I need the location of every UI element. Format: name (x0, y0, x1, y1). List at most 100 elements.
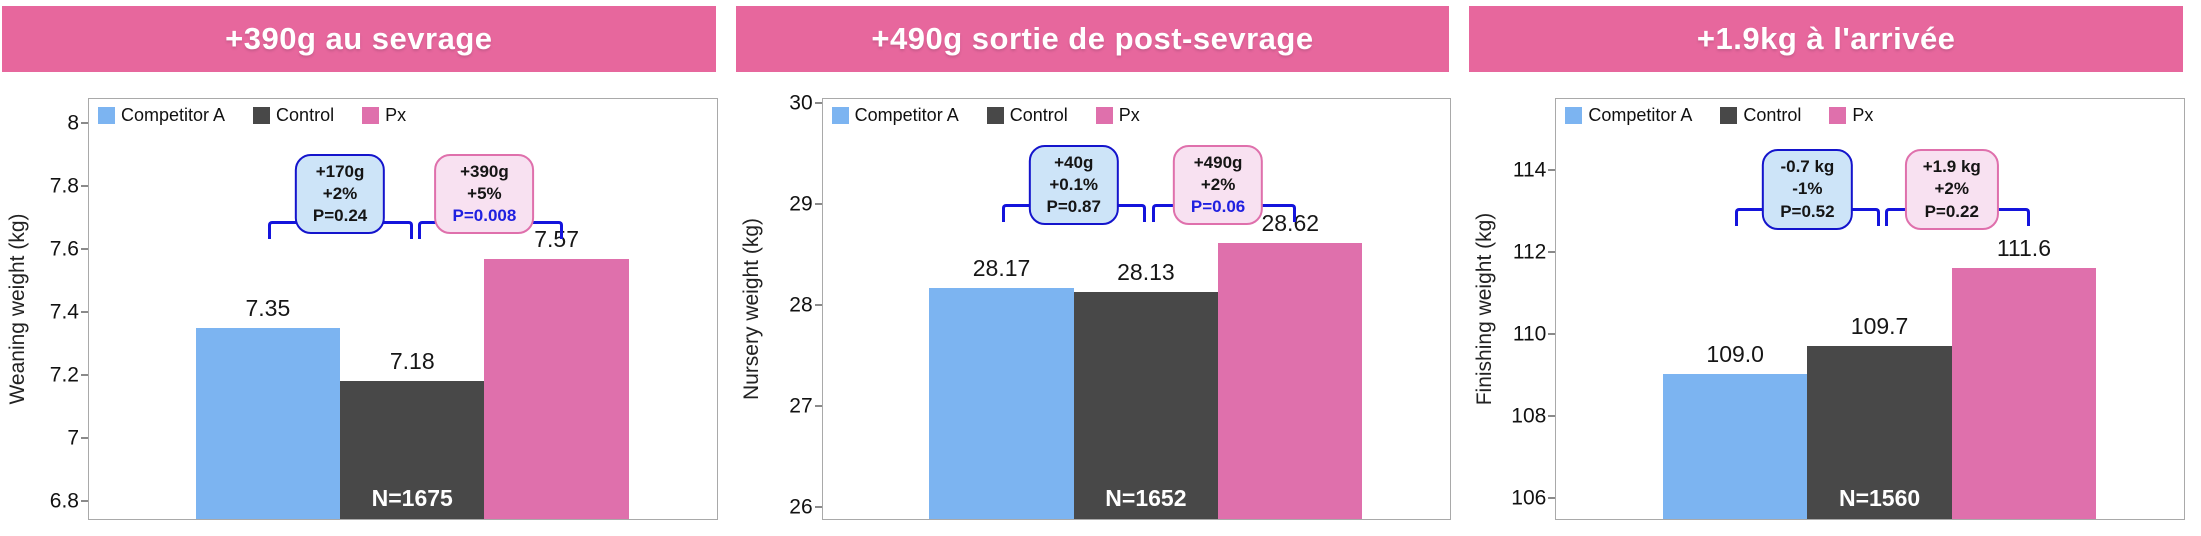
y-tick-mark (81, 122, 88, 125)
chart-panel: +490g sortie de post-sevrage Nursery wei… (734, 0, 1468, 536)
annotation-delta: +40g (1054, 153, 1094, 173)
bar-competitor-a (929, 287, 1074, 519)
legend-swatch (253, 107, 271, 124)
bar-competitor-a (195, 327, 341, 519)
y-tick-label: 7.6 (49, 237, 79, 261)
y-tick-label: 7 (67, 426, 79, 450)
y-tick-label: 27 (789, 394, 813, 418)
sample-size-label: N=1652 (1105, 485, 1187, 511)
bar-control (1807, 345, 1952, 519)
y-tick-label: 114 (1512, 158, 1547, 182)
y-tick-label: 26 (789, 495, 813, 519)
annotation-box-right: +390g +5% P=0.008 (434, 153, 535, 234)
panel-title: +390g au sevrage (225, 21, 493, 56)
y-tick-label: 8 (67, 111, 79, 135)
legend-label: Px (385, 105, 407, 125)
legend-swatch (1565, 107, 1583, 124)
annotation-box-left: -0.7 kg -1% P=0.52 (1762, 149, 1853, 230)
legend-item-px: Px (1095, 105, 1140, 126)
legend-label: Px (1852, 105, 1874, 125)
y-axis: 30 29 28 27 26 (770, 93, 822, 520)
legend-item-px: Px (362, 105, 406, 126)
bar-value-label: 28.62 (1261, 209, 1320, 236)
y-tick-mark (1548, 250, 1556, 253)
y-tick-mark (81, 185, 88, 188)
bar-px (484, 258, 629, 519)
y-axis-title-column: Nursery weight (kg) (734, 98, 770, 520)
bar-value-label: 7.18 (389, 348, 435, 375)
panel-title: +1.9kg à l'arrivée (1696, 21, 1956, 56)
plot-area: Competitor A Control Px +40g +0.1% P=0.87 … (821, 98, 1452, 520)
bar-px (1218, 242, 1363, 519)
y-tick-mark (814, 203, 822, 206)
annotation-box-right: +490g +2% P=0.06 (1172, 145, 1264, 226)
y-tick-mark (814, 404, 822, 407)
bar-value-label: 109.7 (1850, 312, 1909, 339)
annotation-percent: +0.1% (1049, 175, 1099, 195)
legend-swatch (1720, 107, 1738, 124)
y-axis-title-column: Weaning weight (kg) (0, 98, 36, 520)
annotation-delta: +390g (460, 161, 509, 181)
chart-card: Nursery weight (kg) 30 29 28 27 26 Competito… (734, 93, 1468, 520)
y-tick-mark (81, 248, 88, 251)
bar-value-label: 111.6 (1996, 235, 2051, 262)
legend-item-control: Control (986, 105, 1068, 126)
y-tick-mark (814, 102, 822, 105)
y-tick-mark (1548, 332, 1556, 335)
chart-card: Finishing weight (kg) 114 112 110 108 106 Co… (1467, 98, 2201, 520)
y-tick-label: 110 (1512, 322, 1547, 346)
plot-area: Competitor A Control Px +170g +2% P=0.24 +… (88, 98, 718, 520)
annotation-box-left: +170g +2% P=0.24 (294, 153, 386, 234)
y-tick-mark (81, 500, 88, 503)
legend-label: Competitor A (1588, 105, 1693, 125)
y-tick-label: 112 (1512, 240, 1547, 264)
annotation-box-right: +1.9 kg +2% P=0.22 (1904, 149, 1999, 230)
legend-label: Control (1743, 105, 1802, 125)
y-tick-mark (1548, 169, 1556, 172)
bar-value-label: 109.0 (1706, 341, 1764, 368)
y-tick-mark (81, 437, 88, 440)
legend: Competitor A Control Px (98, 105, 406, 126)
bar-value-label: 28.13 (1117, 258, 1175, 285)
y-tick-label: 7.8 (49, 174, 79, 198)
y-axis: 8 7.8 7.6 7.4 7.2 7 6.8 (36, 98, 88, 520)
y-tick-label: 7.4 (49, 300, 79, 324)
legend-swatch (362, 107, 380, 124)
annotation-delta: +1.9 kg (1922, 157, 1981, 177)
legend-item-control: Control (1720, 105, 1801, 126)
y-axis-title-column: Finishing weight (kg) (1467, 98, 1503, 520)
annotation-percent: +2% (322, 183, 358, 203)
legend-swatch (1095, 107, 1113, 124)
y-axis: 114 112 110 108 106 (1503, 98, 1556, 520)
bar-value-label: 7.57 (534, 225, 579, 252)
legend-label: Competitor A (121, 105, 226, 125)
annotation-percent: +5% (467, 183, 502, 203)
y-tick-mark (81, 374, 88, 377)
y-tick-label: 106 (1511, 486, 1547, 509)
legend-swatch (986, 107, 1004, 124)
y-tick-mark (1548, 414, 1556, 417)
panel-title-banner: +1.9kg à l'arrivée (1469, 6, 2183, 72)
legend: Competitor A Control Px (831, 105, 1140, 126)
annotation-p-value: P=0.06 (1190, 197, 1246, 217)
y-tick-label: 29 (789, 192, 813, 216)
annotation-delta: +170g (315, 161, 365, 181)
legend-item-px: Px (1829, 105, 1873, 126)
annotation-p-value: P=0.87 (1046, 197, 1101, 217)
annotation-percent: +2% (1934, 179, 1970, 199)
annotation-p-value: P=0.008 (452, 205, 517, 225)
annotation-p-value: P=0.24 (312, 205, 368, 225)
legend-item-control: Control (253, 105, 334, 126)
legend-label: Px (1118, 105, 1140, 125)
bar-value-label: 28.17 (972, 254, 1031, 281)
annotation-p-value: P=0.22 (1924, 201, 1979, 221)
y-tick-mark (81, 311, 88, 314)
legend-label: Control (1009, 105, 1068, 125)
panel-title-banner: +490g sortie de post-sevrage (735, 6, 1450, 72)
sample-size-label: N=1560 (1838, 485, 1921, 511)
annotation-percent: +2% (1200, 175, 1236, 195)
legend-swatch (831, 107, 849, 124)
y-tick-label: 30 (789, 91, 813, 115)
y-axis-title: Weaning weight (kg) (6, 213, 29, 405)
annotation-p-value: P=0.52 (1780, 201, 1835, 221)
